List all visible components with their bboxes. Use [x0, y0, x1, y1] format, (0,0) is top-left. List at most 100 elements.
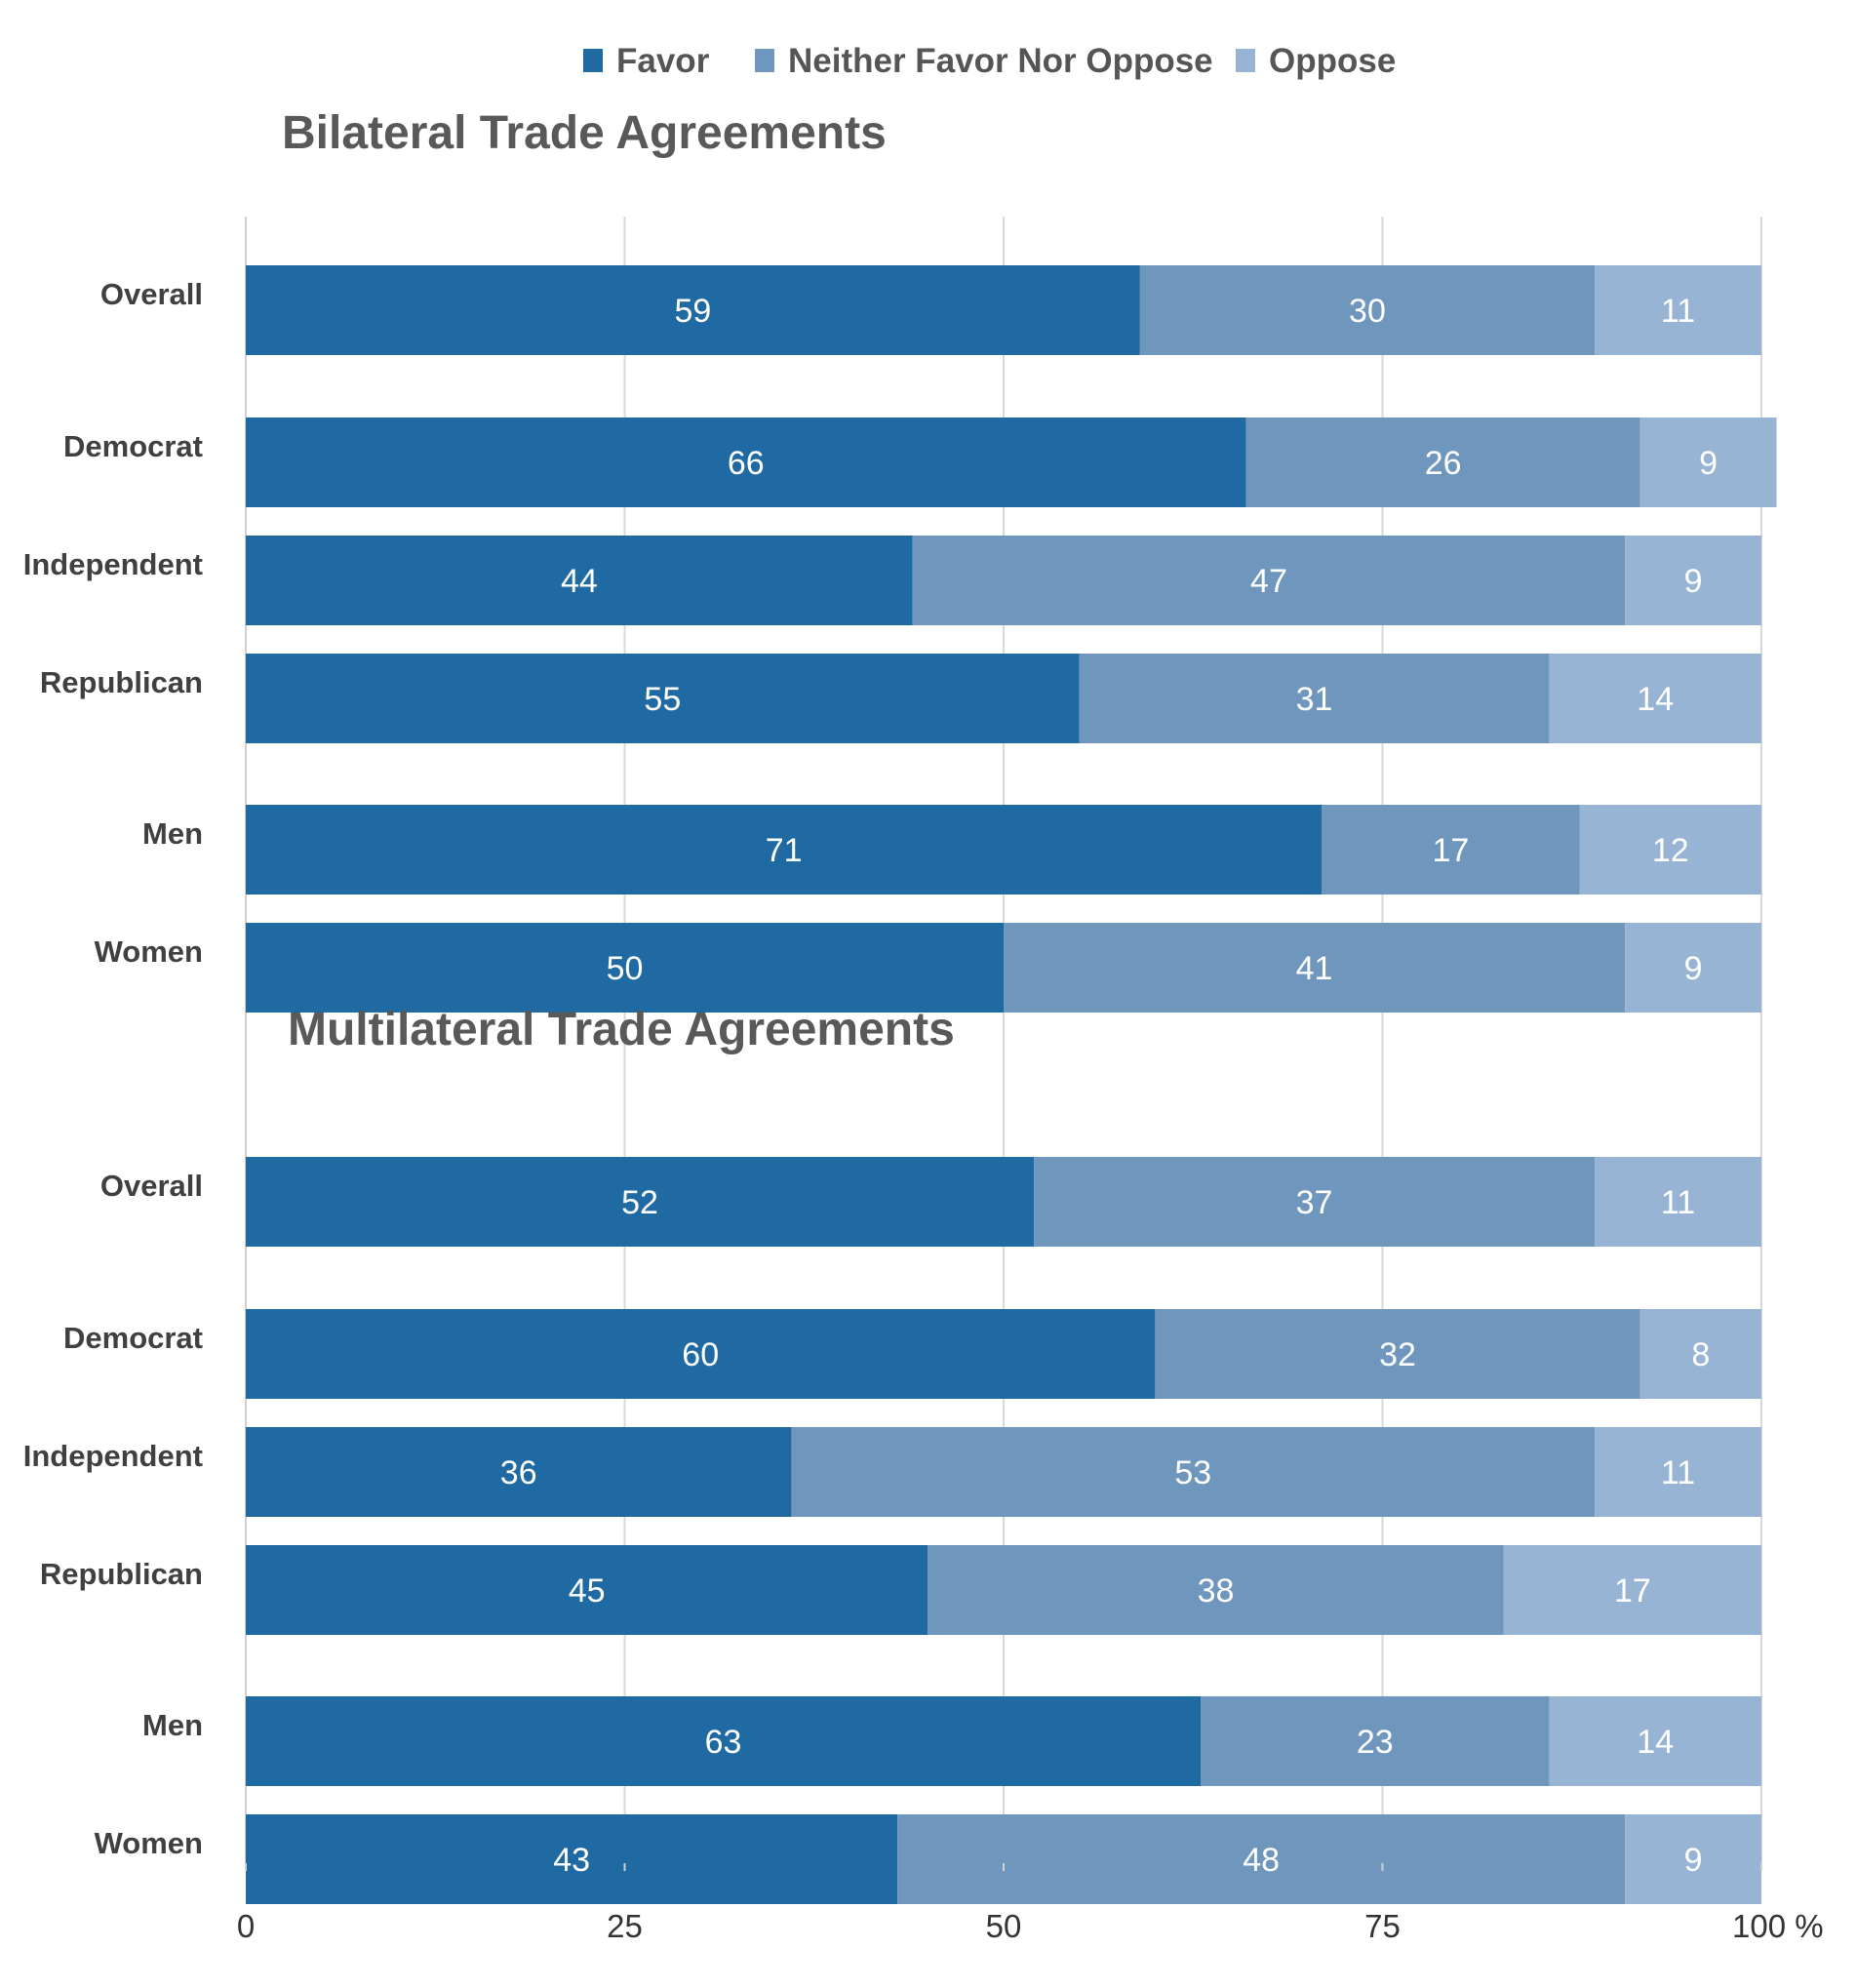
data-label-overall-favor: 59	[675, 293, 712, 330]
data-label-overall-oppose: 11	[1661, 1184, 1695, 1221]
data-label-women-favor: 50	[607, 950, 644, 987]
data-label-democrat-favor: 66	[728, 445, 765, 482]
legend-swatch-neither-favor-nor-oppose	[755, 49, 774, 72]
x-axis: 0 25 50 75 100 %	[237, 1863, 1824, 1944]
bar-overall-oppose	[1595, 265, 1761, 355]
bar-democrat-favor	[246, 417, 1246, 507]
data-label-overall-favor: 52	[621, 1184, 658, 1221]
category-label-democrat: Democrat	[63, 1321, 203, 1355]
data-label-independent-oppose: 9	[1684, 563, 1703, 600]
bar-men-favor	[246, 1696, 1202, 1786]
category-label-democrat: Democrat	[63, 429, 203, 463]
x-tick-label-0: 0	[237, 1908, 255, 1944]
bar-democrat-favor	[246, 1309, 1156, 1399]
legend: Favor Neither Favor Nor Oppose Oppose	[583, 42, 1396, 80]
panel-multilateral-trade-agreements: Multilateral Trade Agreements Overall 52 37…	[23, 1004, 1761, 1904]
data-label-independent-favor: 36	[500, 1454, 537, 1491]
bar-overall-favor	[246, 265, 1140, 355]
bar-overall-favor	[246, 1157, 1035, 1247]
data-label-republican-oppose: 17	[1614, 1572, 1651, 1610]
bar-women-oppose	[1625, 1814, 1761, 1904]
data-label-democrat-oppose: 8	[1691, 1336, 1710, 1373]
data-label-women-neither-favor-nor-oppose: 48	[1243, 1842, 1280, 1879]
data-label-independent-neither-favor-nor-oppose: 53	[1174, 1454, 1211, 1491]
category-label-overall: Overall	[100, 1169, 203, 1203]
data-label-men-oppose: 14	[1637, 1724, 1674, 1761]
legend-swatch-favor	[583, 49, 603, 72]
category-label-republican: Republican	[40, 1557, 203, 1591]
bar-republican-neither-favor-nor-oppose	[928, 1545, 1504, 1635]
bar-men-favor	[246, 805, 1323, 895]
bar-democrat-oppose	[1639, 1309, 1761, 1399]
bar-men-neither-favor-nor-oppose	[1322, 805, 1580, 895]
bar-democrat-neither-favor-nor-oppose	[1245, 417, 1640, 507]
legend-label-oppose: Oppose	[1269, 42, 1396, 80]
bar-republican-oppose	[1503, 1545, 1761, 1635]
bar-men-neither-favor-nor-oppose	[1201, 1696, 1550, 1786]
legend-label-favor: Favor	[616, 42, 710, 80]
data-label-men-favor: 71	[766, 832, 803, 869]
data-label-men-neither-favor-nor-oppose: 23	[1357, 1724, 1394, 1761]
bar-women-favor	[246, 1814, 898, 1904]
data-label-independent-neither-favor-nor-oppose: 47	[1250, 563, 1287, 600]
data-label-democrat-oppose: 9	[1699, 445, 1718, 482]
panels: Bilateral Trade Agreements Overall 59 30 11 D…	[23, 107, 1777, 1904]
bar-overall-oppose	[1595, 1157, 1761, 1247]
x-tick-label-75: 75	[1364, 1908, 1401, 1944]
data-label-republican-favor: 55	[644, 681, 681, 718]
bar-men-oppose	[1579, 805, 1761, 895]
bar-women-neither-favor-nor-oppose	[897, 1814, 1626, 1904]
data-label-republican-favor: 45	[569, 1572, 606, 1610]
category-label-women: Women	[95, 934, 203, 969]
data-label-democrat-favor: 60	[682, 1336, 719, 1373]
category-label-independent: Independent	[23, 547, 203, 581]
data-label-independent-oppose: 11	[1661, 1454, 1695, 1491]
legend-swatch-oppose	[1236, 49, 1255, 72]
bar-independent-oppose	[1625, 536, 1761, 625]
data-label-men-neither-favor-nor-oppose: 17	[1433, 832, 1470, 869]
bar-overall-neither-favor-nor-oppose	[1034, 1157, 1596, 1247]
data-label-men-oppose: 12	[1652, 832, 1689, 869]
x-tick-label-50: 50	[986, 1908, 1022, 1944]
bar-democrat-oppose	[1639, 417, 1777, 507]
bar-democrat-neither-favor-nor-oppose	[1155, 1309, 1640, 1399]
legend-label-neither-favor-nor-oppose: Neither Favor Nor Oppose	[788, 42, 1213, 80]
category-label-republican: Republican	[40, 665, 203, 699]
bar-independent-neither-favor-nor-oppose	[912, 536, 1626, 625]
data-label-republican-neither-favor-nor-oppose: 31	[1296, 681, 1333, 718]
bar-independent-oppose	[1595, 1427, 1761, 1517]
category-label-women: Women	[95, 1826, 203, 1860]
data-label-overall-neither-favor-nor-oppose: 30	[1349, 293, 1386, 330]
data-label-women-favor: 43	[553, 1842, 590, 1879]
data-label-women-neither-favor-nor-oppose: 41	[1296, 950, 1333, 987]
data-label-republican-oppose: 14	[1637, 681, 1674, 718]
panel-bilateral-trade-agreements: Bilateral Trade Agreements Overall 59 30 11 D…	[23, 107, 1777, 1013]
bar-republican-neither-favor-nor-oppose	[1079, 654, 1550, 743]
data-label-democrat-neither-favor-nor-oppose: 32	[1379, 1336, 1416, 1373]
bar-independent-favor	[246, 536, 913, 625]
bar-republican-oppose	[1549, 654, 1761, 743]
data-label-women-oppose: 9	[1684, 950, 1703, 987]
category-label-men: Men	[142, 1708, 203, 1742]
panel-title: Bilateral Trade Agreements	[282, 107, 887, 159]
bar-men-oppose	[1549, 1696, 1761, 1786]
bar-republican-favor	[246, 654, 1080, 743]
bar-women-favor	[246, 923, 1004, 1013]
category-label-overall: Overall	[100, 277, 203, 311]
data-label-overall-oppose: 11	[1661, 293, 1695, 330]
data-label-women-oppose: 9	[1684, 1842, 1703, 1879]
data-label-men-favor: 63	[705, 1724, 742, 1761]
x-tick-label-25: 25	[607, 1908, 643, 1944]
bar-overall-neither-favor-nor-oppose	[1139, 265, 1596, 355]
bar-independent-favor	[246, 1427, 792, 1517]
x-tick-label-100: 100 %	[1732, 1908, 1824, 1944]
data-label-republican-neither-favor-nor-oppose: 38	[1198, 1572, 1235, 1610]
bar-republican-favor	[246, 1545, 928, 1635]
data-label-independent-favor: 44	[561, 563, 598, 600]
panel-title: Multilateral Trade Agreements	[288, 1004, 955, 1055]
bar-women-neither-favor-nor-oppose	[1004, 923, 1626, 1013]
data-label-overall-neither-favor-nor-oppose: 37	[1296, 1184, 1333, 1221]
bar-independent-neither-favor-nor-oppose	[791, 1427, 1596, 1517]
category-label-independent: Independent	[23, 1439, 203, 1473]
